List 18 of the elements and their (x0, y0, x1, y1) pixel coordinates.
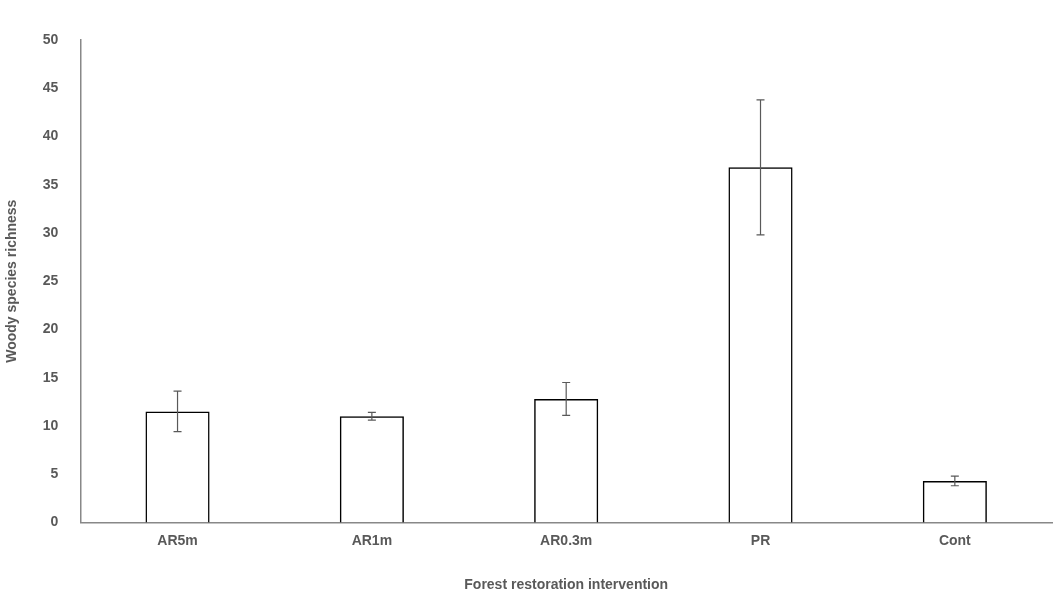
x-tick-label: AR1m (351, 531, 393, 548)
x-tick-label: AR5m (157, 531, 198, 548)
y-tick-label: 15 (42, 368, 59, 385)
x-tick-label: AR0.3m (540, 531, 593, 548)
x-tick-label: PR (750, 531, 771, 548)
y-tick-label: 30 (42, 223, 59, 240)
y-tick-label: 25 (42, 272, 59, 289)
y-tick-label: 20 (42, 320, 59, 337)
y-tick-label: 5 (50, 465, 59, 482)
x-tick-label: Cont (938, 531, 972, 548)
y-tick-label: 40 (42, 127, 59, 144)
y-tick-label: 0 (50, 513, 59, 530)
y-tick-label: 35 (42, 175, 59, 192)
x-axis-title: Forest restoration intervention (464, 576, 669, 593)
y-tick-label: 10 (42, 416, 59, 433)
y-tick-label: 45 (42, 79, 59, 96)
y-axis-title: Woody species richness (3, 199, 20, 363)
y-tick-label: 50 (42, 30, 59, 47)
